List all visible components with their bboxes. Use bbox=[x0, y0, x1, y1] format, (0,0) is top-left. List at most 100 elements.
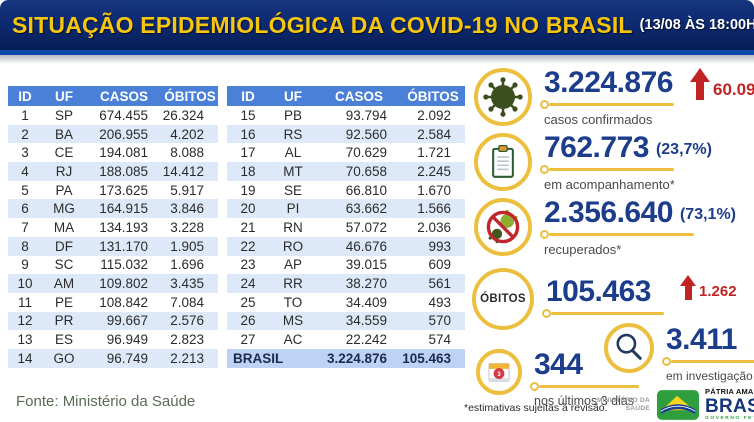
table-row: 11 PE 108.842 7.084 bbox=[8, 293, 218, 312]
table-header-row: ID UF CASOS ÓBITOS bbox=[8, 86, 218, 106]
table-cell: 23 bbox=[240, 257, 256, 273]
stat-underline bbox=[662, 357, 754, 366]
table-cell: 5.917 bbox=[170, 182, 204, 198]
table-cell: 26.324 bbox=[162, 107, 204, 123]
table-cell: RJ bbox=[42, 162, 86, 181]
stat-investigation-body: 3.411 em investigação bbox=[662, 325, 754, 383]
table-row: 2 BA 206.955 4.202 bbox=[8, 124, 218, 144]
table-cell: 2.092 bbox=[417, 107, 451, 123]
table-cell: 5 bbox=[21, 182, 29, 198]
table-cell: SP bbox=[54, 107, 73, 123]
table-cell: 134.193 bbox=[99, 219, 148, 235]
stats-panel: 3.224.876 casos confirmados 60.091 bbox=[468, 62, 754, 422]
table-cell: MT bbox=[269, 162, 317, 181]
table-cell: BA bbox=[42, 124, 86, 144]
table-cell: 96.949 bbox=[106, 332, 148, 348]
table-cell: 115.032 bbox=[100, 257, 148, 273]
table-row: 19 SE 66.810 1.670 bbox=[227, 181, 465, 200]
table-cell: 63.662 bbox=[317, 199, 401, 219]
col-header-uf: UF bbox=[42, 86, 86, 106]
table-row: 23 AP 39.015 609 bbox=[227, 256, 465, 275]
ministry-line1: MINISTÉRIO DA bbox=[596, 397, 650, 404]
table-cell: PE bbox=[54, 294, 73, 310]
table-cell: 19 bbox=[240, 182, 256, 198]
table-row: 17 AL 70.629 1.721 bbox=[227, 143, 465, 162]
col-header-id: ID bbox=[8, 86, 42, 106]
recovered-label: recuperados* bbox=[544, 242, 622, 257]
col-header-obitos: ÓBITOS bbox=[401, 86, 465, 106]
table-cell: 4.202 bbox=[162, 124, 218, 144]
stat-underline bbox=[540, 100, 674, 109]
brazil-flag-icon bbox=[656, 390, 700, 420]
stat-investigation: 3.411 em investigação bbox=[604, 323, 754, 383]
table-cell: 13 bbox=[17, 332, 33, 348]
col-header-casos: CASOS bbox=[317, 86, 401, 106]
table-cell: 3.228 bbox=[170, 219, 204, 235]
no-virus-icon bbox=[474, 198, 532, 256]
title-accent-strip bbox=[0, 50, 754, 55]
table-cell: 15 bbox=[240, 107, 256, 123]
logo-patria-amada: PÁTRIA AMADA bbox=[705, 387, 754, 396]
table-row: 12 PR 99.667 2.576 bbox=[8, 311, 218, 331]
table-row: 3 CE 194.081 8.088 bbox=[8, 143, 218, 162]
stat-last-3-days-body: 344 nos últimos 3 dias bbox=[530, 350, 639, 408]
table-cell: AP bbox=[283, 257, 302, 273]
table-cell: 2.213 bbox=[162, 348, 218, 368]
table-cell: 18 bbox=[227, 162, 269, 181]
stat-last-3-days: 3 344 nos últimos 3 dias bbox=[476, 349, 639, 408]
stat-deaths: ÓBITOS 105.463 1.262 bbox=[472, 268, 737, 330]
magnifier-icon bbox=[604, 323, 654, 373]
table-row: 5 PA 173.625 5.917 bbox=[8, 181, 218, 200]
table-cell: 6 bbox=[8, 199, 42, 219]
table-cell: 27 bbox=[240, 332, 256, 348]
table-cell: 34.559 bbox=[317, 311, 401, 331]
investigation-label: em investigação bbox=[666, 369, 753, 383]
table-cell: 70.629 bbox=[345, 145, 387, 161]
table-cell: 108.842 bbox=[99, 294, 148, 310]
recovered-value: 2.356.640 bbox=[544, 196, 673, 229]
table-cell: 1 bbox=[21, 107, 29, 123]
table-cell: 7 bbox=[21, 219, 29, 235]
table-cell: 574 bbox=[428, 332, 451, 348]
table-cell: 194.081 bbox=[99, 145, 148, 161]
table-cell: CE bbox=[54, 145, 74, 161]
table-cell: AC bbox=[283, 332, 303, 348]
table-cell: 96.749 bbox=[86, 348, 162, 368]
recovered-pct: (73,1%) bbox=[679, 206, 736, 223]
table-cell: 17 bbox=[240, 145, 256, 161]
page-title: SITUAÇÃO EPIDEMIOLÓGICA DA COVID-19 NO B… bbox=[12, 11, 633, 38]
table-row: 16 RS 92.560 2.584 bbox=[227, 124, 465, 144]
table-row: 7 MA 134.193 3.228 bbox=[8, 218, 218, 237]
table-cell: 34.409 bbox=[345, 294, 387, 310]
table-row: 20 PI 63.662 1.566 bbox=[227, 199, 465, 219]
table-cell: RN bbox=[283, 219, 303, 235]
table-cell: PR bbox=[42, 311, 86, 331]
table-cell: 12 bbox=[8, 311, 42, 331]
table-cell: SC bbox=[54, 257, 74, 273]
stat-underline bbox=[530, 382, 639, 391]
table-cell: 26 bbox=[227, 311, 269, 331]
table-cell: 24 bbox=[227, 274, 269, 293]
table-cell: 1.670 bbox=[417, 182, 451, 198]
table-cell: 206.955 bbox=[86, 124, 162, 144]
monitoring-pct: (23,7%) bbox=[655, 141, 712, 158]
calendar-icon: 3 bbox=[476, 349, 522, 395]
table-cell: 2.036 bbox=[417, 219, 451, 235]
table-cell: AM bbox=[42, 274, 86, 293]
col-header-id: ID bbox=[227, 86, 269, 106]
table-cell: 9 bbox=[21, 257, 29, 273]
table-row: 1 SP 674.455 26.324 bbox=[8, 106, 218, 125]
table-cell: 1.721 bbox=[417, 145, 451, 161]
total-label: BRASIL bbox=[227, 348, 317, 368]
table-cell: 46.676 bbox=[317, 236, 401, 256]
table-cell: RR bbox=[269, 274, 317, 293]
confirmed-label: casos confirmados bbox=[544, 112, 653, 127]
table-cell: PB bbox=[283, 107, 302, 123]
table-row: 24 RR 38.270 561 bbox=[227, 274, 465, 293]
government-logo-text: PÁTRIA AMADA BRASIL GOVERNO FEDERAL bbox=[705, 388, 754, 422]
table-cell: 109.802 bbox=[86, 274, 162, 293]
table-cell: 1.566 bbox=[401, 199, 465, 219]
deaths-delta: 1.262 bbox=[699, 283, 737, 300]
confirmed-delta: 60.091 bbox=[713, 80, 754, 99]
